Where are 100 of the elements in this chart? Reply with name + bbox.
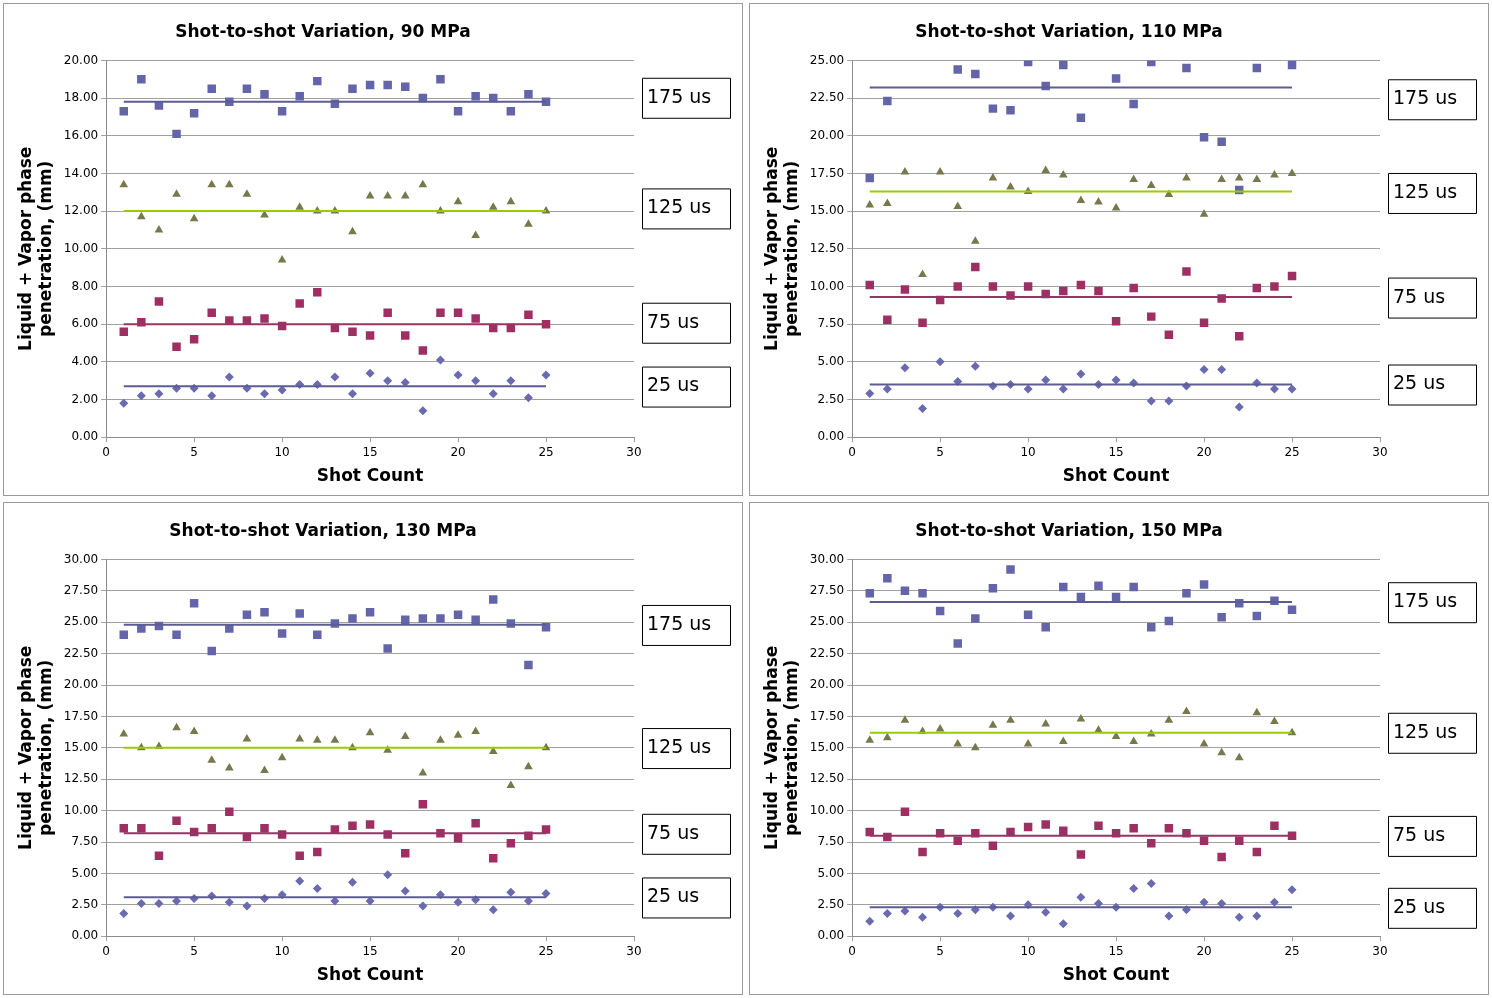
text: 175 us	[647, 611, 712, 634]
y-tick-label: 17.50	[63, 708, 99, 723]
text: 25 us	[1393, 371, 1446, 394]
y-tick-label: 2.00	[71, 391, 99, 406]
x-tick-label: 10	[274, 444, 290, 459]
y-tick-label: 20.00	[809, 127, 845, 142]
x-tick-label: 0	[102, 444, 110, 459]
x-tick-label: 5	[190, 943, 198, 958]
y-axis-title: Liquid + Vapor phase penetration, (mm)	[760, 645, 802, 850]
y-tick-label: 10.00	[809, 802, 845, 817]
y-tick-label: 7.50	[817, 316, 845, 331]
x-tick-label: 30	[1372, 943, 1388, 958]
x-tick-label: 10	[274, 943, 290, 958]
y-tick-label: 5.00	[817, 865, 845, 880]
y-tick-label: 30.00	[809, 551, 845, 566]
text: 75 us	[1393, 284, 1446, 307]
x-tick-label: 10	[1020, 943, 1036, 958]
x-tick-label: 20	[1196, 444, 1212, 459]
y-tick-label: 10.00	[63, 802, 99, 817]
y-tick-label: 7.50	[71, 834, 99, 849]
y-tick-label: 12.00	[63, 203, 99, 218]
x-tick-label: 0	[102, 943, 110, 958]
y-tick-label: 25.00	[809, 614, 845, 629]
y-tick-label: 0.00	[71, 429, 99, 444]
chart-title: Shot-to-shot Variation, 130 MPa	[169, 519, 477, 540]
chart-title: Shot-to-shot Variation, 90 MPa	[175, 20, 471, 41]
y-axis-title: Liquid + Vapor phase penetration, (mm)	[14, 645, 56, 850]
x-tick-label: 15	[1108, 943, 1124, 958]
y-tick-label: 5.00	[817, 353, 845, 368]
y-tick-label: 15.00	[63, 739, 99, 754]
text: 75 us	[1393, 822, 1446, 845]
y-tick-label: 6.00	[71, 316, 99, 331]
x-axis-title: Shot Count	[1062, 465, 1170, 486]
x-tick-label: 15	[362, 943, 378, 958]
x-tick-label: 20	[1196, 943, 1212, 958]
x-tick-label: 30	[626, 444, 642, 459]
y-tick-label: 17.50	[809, 165, 845, 180]
x-tick-label: 5	[190, 444, 198, 459]
y-tick-label: 0.00	[71, 928, 99, 943]
x-tick-label: 25	[538, 943, 554, 958]
text: 75 us	[647, 309, 700, 332]
x-axis-title: Shot Count	[316, 465, 424, 486]
y-tick-label: 18.00	[63, 90, 99, 105]
text: 75 us	[647, 820, 700, 843]
x-tick-label: 5	[936, 444, 944, 459]
y-tick-label: 25.00	[809, 52, 845, 67]
x-tick-label: 15	[1108, 444, 1124, 459]
y-tick-label: 2.50	[817, 896, 845, 911]
y-tick-label: 20.00	[63, 52, 99, 67]
x-tick-label: 25	[1284, 943, 1300, 958]
y-tick-label: 0.00	[817, 928, 845, 943]
y-tick-label: 4.00	[71, 353, 99, 368]
y-tick-label: 15.00	[809, 739, 845, 754]
text: 175 us	[1393, 86, 1458, 109]
x-tick-label: 5	[936, 943, 944, 958]
text: 125 us	[647, 195, 712, 218]
x-tick-label: 15	[362, 444, 378, 459]
y-tick-label: 10.00	[809, 278, 845, 293]
text: 125 us	[647, 734, 712, 757]
y-tick-label: 10.00	[63, 240, 99, 255]
y-tick-label: 14.00	[63, 165, 99, 180]
y-tick-label: 30.00	[63, 551, 99, 566]
x-tick-label: 20	[450, 444, 466, 459]
y-tick-label: 12.50	[809, 771, 845, 786]
y-tick-label: 16.00	[63, 127, 99, 142]
text: 175 us	[647, 84, 712, 107]
text: 25 us	[647, 373, 700, 396]
y-tick-label: 27.50	[63, 582, 99, 597]
x-tick-label: 30	[626, 943, 642, 958]
y-tick-label: 25.00	[63, 614, 99, 629]
y-tick-label: 2.50	[817, 391, 845, 406]
y-tick-label: 12.50	[809, 240, 845, 255]
y-tick-label: 22.50	[63, 645, 99, 660]
y-axis-title: Liquid + Vapor phase penetration, (mm)	[14, 146, 56, 351]
y-tick-label: 15.00	[809, 203, 845, 218]
text: 25 us	[1393, 894, 1446, 917]
x-axis-title: Shot Count	[1062, 964, 1170, 985]
text: 125 us	[1393, 719, 1458, 742]
chart-title: Shot-to-shot Variation, 150 MPa	[915, 519, 1223, 540]
x-tick-label: 25	[1284, 444, 1300, 459]
text: 125 us	[1393, 179, 1458, 202]
text: 175 us	[1393, 589, 1458, 612]
text: 25 us	[647, 884, 700, 907]
x-tick-label: 30	[1372, 444, 1388, 459]
x-tick-label: 20	[450, 943, 466, 958]
y-tick-label: 8.00	[71, 278, 99, 293]
x-tick-label: 25	[538, 444, 554, 459]
y-tick-label: 7.50	[817, 834, 845, 849]
y-tick-label: 17.50	[809, 708, 845, 723]
y-tick-label: 0.00	[817, 429, 845, 444]
x-axis-title: Shot Count	[316, 964, 424, 985]
y-axis-title: Liquid + Vapor phase penetration, (mm)	[760, 146, 802, 351]
y-tick-label: 27.50	[809, 582, 845, 597]
y-tick-label: 20.00	[63, 677, 99, 692]
y-tick-label: 2.50	[71, 896, 99, 911]
x-tick-label: 0	[848, 943, 856, 958]
y-tick-label: 22.50	[809, 90, 845, 105]
y-tick-label: 12.50	[63, 771, 99, 786]
x-tick-label: 10	[1020, 444, 1036, 459]
x-tick-label: 0	[848, 444, 856, 459]
